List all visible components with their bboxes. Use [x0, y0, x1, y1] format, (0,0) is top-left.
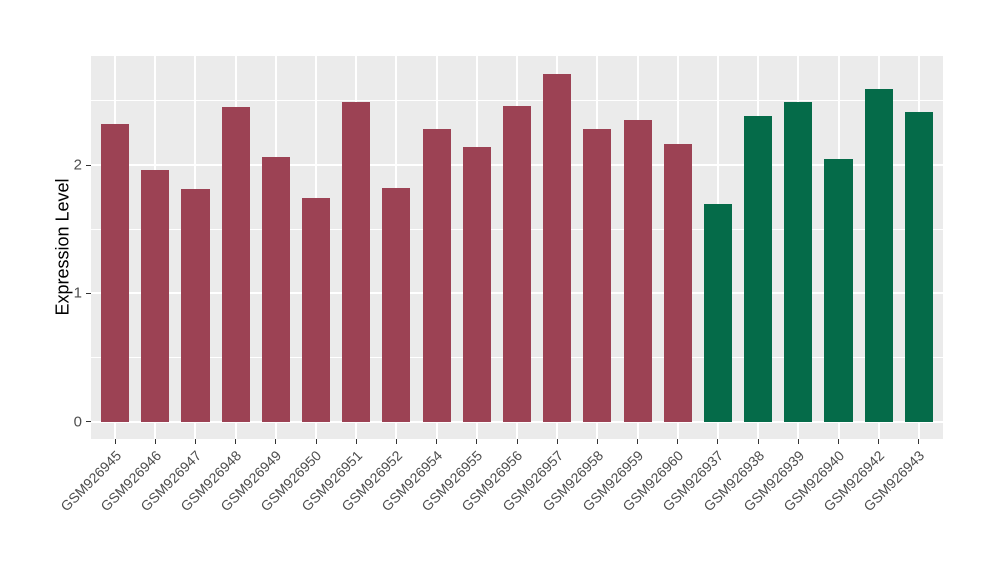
bar [382, 188, 411, 422]
bar [462, 147, 491, 422]
bar [703, 203, 732, 422]
bar [784, 102, 813, 422]
y-axis-tick [86, 421, 91, 423]
bar [623, 120, 652, 422]
x-axis-tick [476, 439, 478, 444]
bar [543, 73, 572, 422]
bar [181, 189, 210, 422]
x-axis-tick [797, 439, 799, 444]
bar [663, 144, 692, 422]
x-axis-tick [235, 439, 237, 444]
x-axis-tick [315, 439, 317, 444]
y-tick-label: 2 [73, 156, 82, 174]
y-axis-tick [86, 164, 91, 166]
x-axis-tick [355, 439, 357, 444]
bar [583, 129, 612, 422]
plot-panel [91, 56, 943, 439]
bar [502, 105, 532, 422]
x-axis-tick [918, 439, 920, 444]
bar [824, 158, 853, 422]
bar [744, 116, 773, 422]
bar [101, 123, 130, 422]
x-axis-tick [154, 439, 156, 444]
x-axis-tick [596, 439, 598, 444]
y-axis-tick [86, 292, 91, 294]
bar [221, 107, 250, 422]
bar [141, 170, 170, 422]
y-tick-label: 1 [73, 284, 82, 302]
bar [864, 89, 893, 422]
bar [301, 198, 331, 422]
bar [422, 129, 451, 422]
bar [904, 112, 933, 422]
x-axis-tick [556, 439, 558, 444]
x-axis-tick [114, 439, 116, 444]
y-tick-label: 0 [73, 413, 82, 431]
x-axis-tick [838, 439, 839, 444]
x-axis-tick [436, 439, 438, 444]
x-axis-tick [757, 439, 759, 444]
bar [261, 157, 290, 422]
x-axis-tick [677, 439, 679, 444]
x-axis-tick [516, 439, 518, 444]
x-axis-tick [395, 439, 397, 444]
x-axis-tick [717, 439, 719, 444]
bar [342, 102, 371, 422]
x-axis-tick [637, 439, 639, 444]
x-axis-tick [878, 439, 880, 444]
x-axis-tick [194, 439, 196, 444]
x-axis-tick [275, 439, 277, 444]
